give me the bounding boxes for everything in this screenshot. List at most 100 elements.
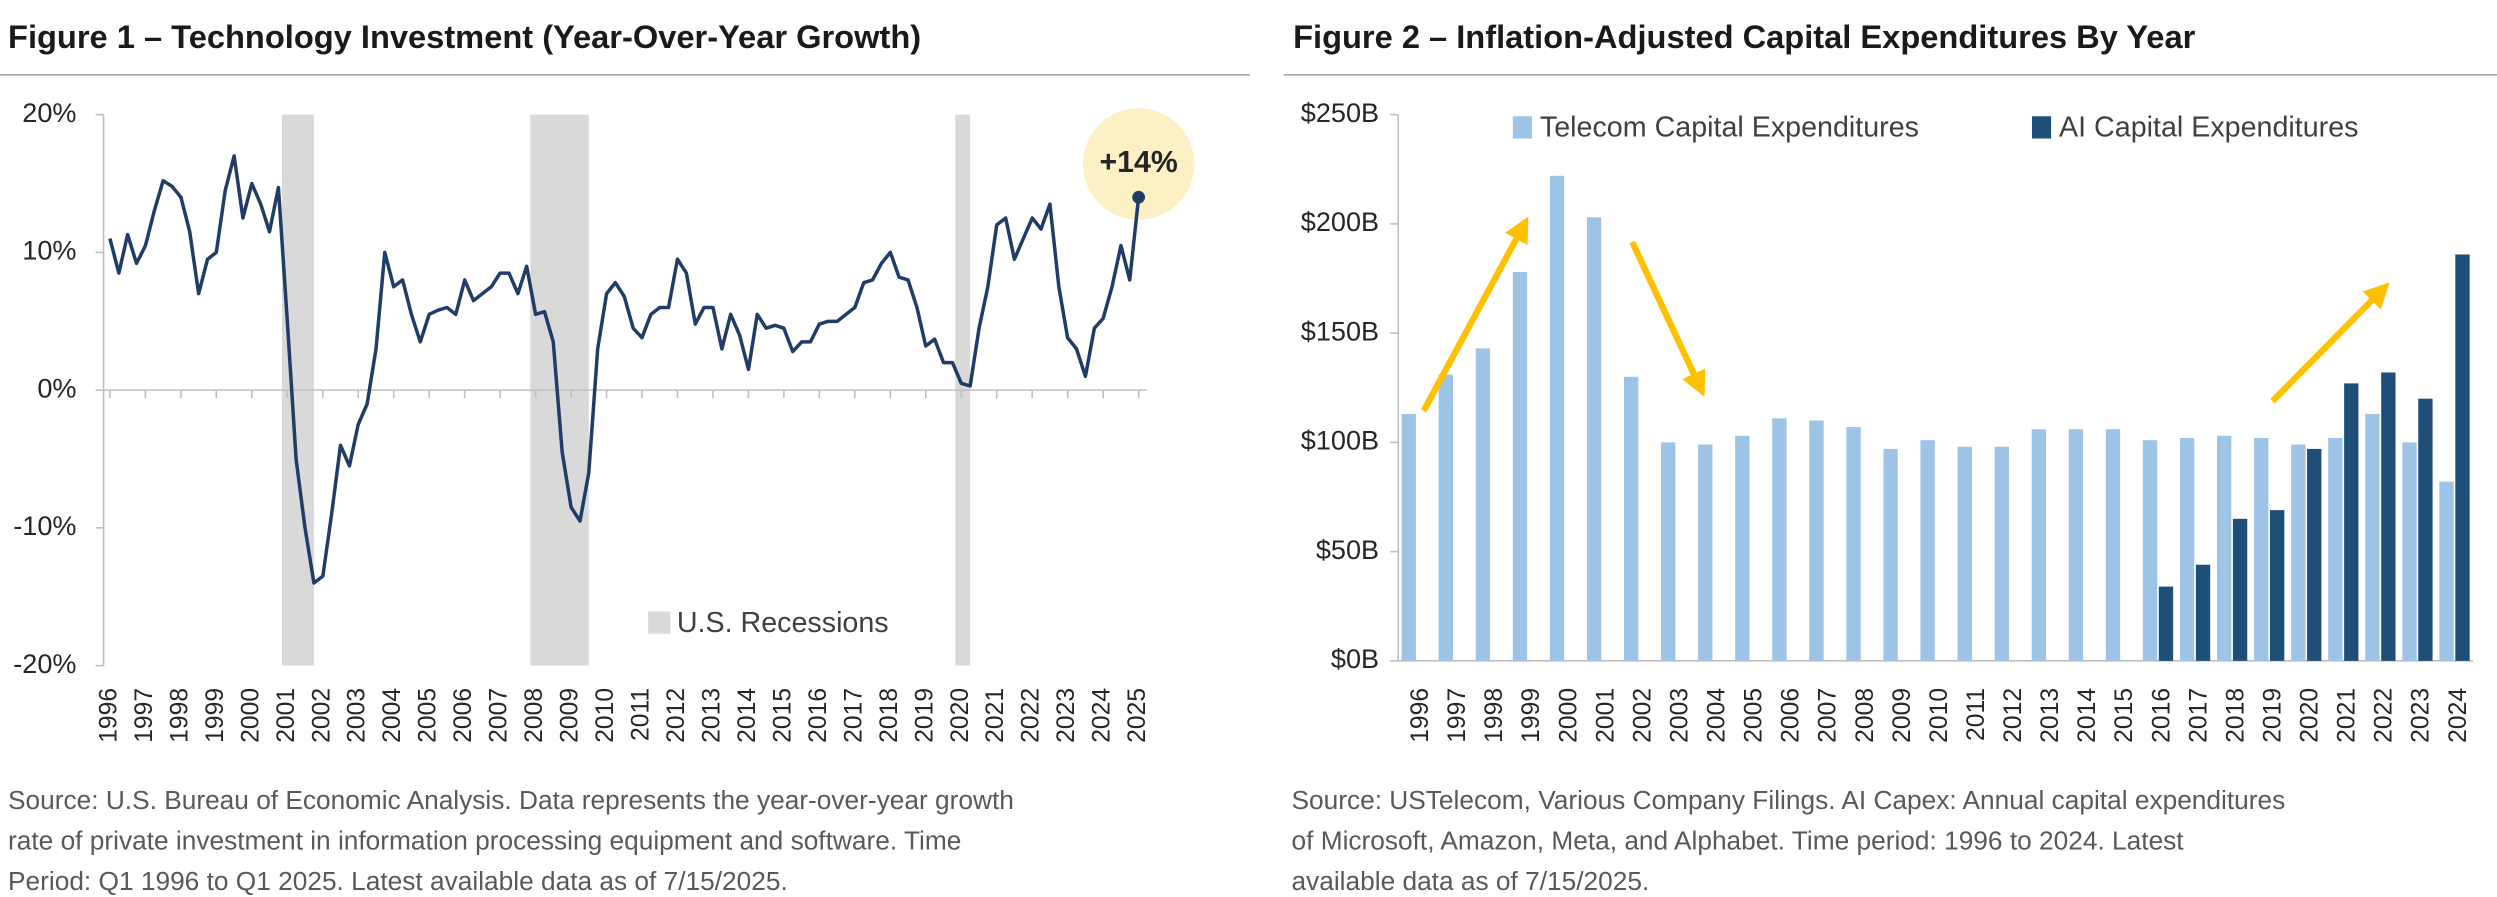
bar xyxy=(2439,481,2454,661)
x-tick-label: 2022 xyxy=(2371,688,2398,743)
x-tick-label: 2002 xyxy=(1629,688,1656,743)
bar xyxy=(1661,442,1676,661)
x-tick-label: 2014 xyxy=(2074,688,2101,743)
legend-swatch xyxy=(1512,116,1532,139)
source-note: Source: USTelecom, Various Company Filin… xyxy=(1291,785,2285,815)
end-point xyxy=(1132,190,1145,204)
arrow xyxy=(2270,282,2390,404)
bar xyxy=(2455,254,2470,661)
x-tick-label: 2024 xyxy=(2445,688,2472,743)
x-tick-label: 2019 xyxy=(2259,688,2286,743)
x-tick-label: 2017 xyxy=(2185,688,2212,743)
bar xyxy=(2031,429,2047,661)
legend-label: Telecom Capital Expenditures xyxy=(1540,112,1919,144)
bar xyxy=(2254,437,2269,661)
x-tick-label: 2017 xyxy=(840,688,867,743)
x-tick-label: 2003 xyxy=(1666,688,1693,743)
source-note: of Microsoft, Amazon, Meta, and Alphabet… xyxy=(1291,826,2184,856)
bar xyxy=(1401,413,1416,661)
x-tick-label: 2021 xyxy=(982,688,1009,743)
x-tick-label: 2024 xyxy=(1089,688,1116,743)
trend-arrows xyxy=(1420,216,2390,413)
source-note: Period: Q1 1996 to Q1 2025. Latest avail… xyxy=(8,866,788,896)
bar xyxy=(1698,444,1713,661)
x-tick-label: 2005 xyxy=(1741,688,1768,743)
x-tick-label: 2003 xyxy=(344,688,371,743)
y-tick-label: $100B xyxy=(1301,425,1379,456)
bar xyxy=(1883,448,1898,661)
x-tick-label: 1999 xyxy=(202,688,229,743)
x-tick-label: 2018 xyxy=(876,688,903,743)
bar xyxy=(1957,446,1972,661)
x-tick-label: 2008 xyxy=(1852,688,1879,743)
bar xyxy=(2068,429,2084,661)
bar xyxy=(2217,435,2232,661)
y-tick-label: -10% xyxy=(13,510,76,541)
bar xyxy=(1920,440,1935,661)
x-tick-label: 2025 xyxy=(1124,688,1151,743)
y-tick-label: $150B xyxy=(1301,315,1379,346)
bar xyxy=(2307,448,2322,661)
x-tick-label: 2007 xyxy=(486,688,513,743)
annotation-bubble xyxy=(1082,108,1195,220)
bar xyxy=(2142,440,2158,661)
bar xyxy=(2179,437,2195,661)
x-tick-label: 2000 xyxy=(1555,688,1582,743)
bar xyxy=(1846,427,1861,661)
x-tick-label: 2006 xyxy=(1778,688,1805,743)
bar xyxy=(1586,217,1602,661)
bar xyxy=(1735,435,1750,661)
x-tick-label: 2018 xyxy=(2222,688,2249,743)
bar xyxy=(2381,372,2396,661)
legend-swatch xyxy=(648,611,671,634)
bar xyxy=(2328,437,2343,661)
x-tick-label: 2020 xyxy=(2297,688,2324,743)
y-tick-label: $50B xyxy=(1316,534,1379,565)
bar xyxy=(2232,518,2248,661)
y-tick-label: -20% xyxy=(13,648,76,679)
x-tick-label: 1998 xyxy=(166,688,193,743)
x-tick-label: 2016 xyxy=(805,688,832,743)
y-tick-label: $0B xyxy=(1331,643,1379,674)
x-tick-label: 2004 xyxy=(1704,688,1731,743)
line-series xyxy=(108,154,1141,585)
x-tick-label: 2020 xyxy=(947,688,974,743)
bar xyxy=(2365,413,2380,661)
bar xyxy=(2158,586,2174,661)
x-tick-label: 2021 xyxy=(2334,688,2361,743)
x-tick-label: 2016 xyxy=(2148,688,2175,743)
y-tick-label: 0% xyxy=(37,372,76,403)
x-tick-label: 1996 xyxy=(95,688,122,743)
x-tick-label: 2023 xyxy=(2408,688,2435,743)
x-tick-label: 1996 xyxy=(1407,688,1434,743)
bar xyxy=(2344,383,2359,661)
x-tick-label: 2002 xyxy=(308,688,335,743)
x-tick-label: 2022 xyxy=(1018,688,1045,743)
x-tick-label: 1997 xyxy=(131,688,158,743)
x-tick-label: 2009 xyxy=(557,688,584,743)
x-tick-label: 2023 xyxy=(1053,688,1080,743)
x-tick-label: 2007 xyxy=(1815,688,1842,743)
x-tick-label: 1999 xyxy=(1518,688,1545,743)
y-tick-label: $200B xyxy=(1301,206,1379,237)
source-note: Source: U.S. Bureau of Economic Analysis… xyxy=(8,785,1014,815)
x-tick-label: 2012 xyxy=(2000,688,2027,743)
x-tick-label: 2005 xyxy=(415,688,442,743)
source-note: rate of private investment in informatio… xyxy=(8,826,961,856)
x-tick-label: 2014 xyxy=(734,688,761,743)
bar xyxy=(1772,418,1787,661)
y-tick-label: 20% xyxy=(22,97,76,128)
x-tick-label: 2001 xyxy=(1592,688,1619,743)
bar xyxy=(2269,510,2285,661)
bar xyxy=(2105,429,2121,661)
bar xyxy=(1549,175,1565,661)
y-tick-label: $250B xyxy=(1301,97,1379,128)
x-tick-label: 2000 xyxy=(237,688,264,743)
arrow xyxy=(1629,240,1706,397)
source-note: available data as of 7/15/2025. xyxy=(1291,866,1649,896)
x-tick-label: 2013 xyxy=(698,688,725,743)
x-tick-label: 2013 xyxy=(2037,688,2064,743)
x-tick-label: 2015 xyxy=(769,688,796,743)
arrow xyxy=(1420,216,1529,413)
